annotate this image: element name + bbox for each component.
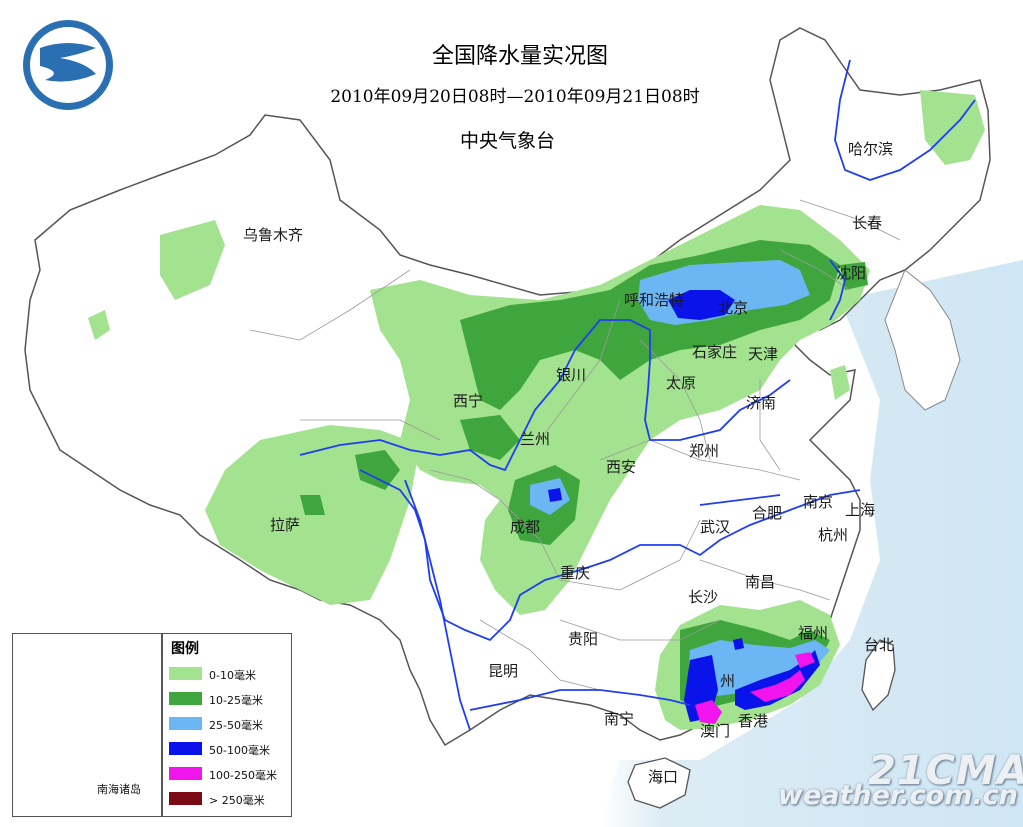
city-label: 乌鲁木齐 xyxy=(243,226,304,244)
legend-title: 图例 xyxy=(171,641,199,657)
map-title: 全国降水量实况图 xyxy=(431,44,608,69)
legend: 图例 0-10毫米 10-25毫米 25-50毫米 50-100毫米 100-2… xyxy=(162,633,292,817)
legend-item: 0-10毫米 xyxy=(169,666,287,682)
city-label: 石家庄 xyxy=(692,343,738,361)
songhua-river xyxy=(834,59,976,181)
legend-item: 25-50毫米 xyxy=(169,716,287,732)
city-label: 重庆 xyxy=(560,564,591,582)
liao-river xyxy=(829,259,846,321)
inset-label: 南海诸岛 xyxy=(97,783,141,796)
map-issuer: 中央气象台 xyxy=(459,130,555,152)
cma-logo-icon xyxy=(23,20,113,110)
city-label: 银川 xyxy=(556,366,587,384)
taiwan-island xyxy=(861,639,896,712)
legend-swatch xyxy=(169,667,202,680)
legend-swatch xyxy=(169,717,202,730)
city-label: 台北 xyxy=(864,636,895,654)
watermark-21cma: 21CMA xyxy=(868,748,1023,794)
city-label: 南京 xyxy=(803,493,834,511)
city-label: 贵阳 xyxy=(568,630,599,648)
south-sea-inset: 南海诸岛 xyxy=(12,633,162,817)
city-label: 拉萨 xyxy=(270,516,301,534)
legend-item: 50-100毫米 xyxy=(169,741,287,757)
city-label: 哈尔滨 xyxy=(848,140,894,158)
legend-label: > 250毫米 xyxy=(209,794,265,807)
legend-label: 100-250毫米 xyxy=(209,769,277,782)
city-label: 南宁 xyxy=(604,710,635,728)
city-label: 西宁 xyxy=(453,392,484,410)
huai-river xyxy=(699,494,781,506)
city-label: 天津 xyxy=(748,345,779,363)
city-label: 南昌 xyxy=(745,573,776,591)
legend-swatch xyxy=(169,767,202,780)
legend-swatch xyxy=(169,692,202,705)
city-label: 杭州 xyxy=(818,526,849,544)
city-label: 济南 xyxy=(746,394,777,412)
legend-swatch xyxy=(169,792,202,805)
rain-100-250 xyxy=(695,652,815,724)
city-label: 成都 xyxy=(510,518,541,536)
city-label: 昆明 xyxy=(488,662,519,680)
city-label: 西安 xyxy=(606,458,637,476)
city-label: 兰州 xyxy=(520,430,551,448)
korea-peninsula xyxy=(884,269,961,411)
city-label: 长春 xyxy=(852,214,883,232)
city-label: 州 xyxy=(720,672,736,690)
map-period: 2010年09月20日08时—2010年09月21日08时 xyxy=(330,87,700,107)
legend-swatch xyxy=(169,742,202,755)
city-label: 上海 xyxy=(845,501,876,519)
yangtze-river xyxy=(359,469,861,642)
city-label: 呼和浩特 xyxy=(624,291,685,309)
city-label: 太原 xyxy=(666,374,697,392)
city-label: 海口 xyxy=(648,768,679,786)
legend-label: 10-25毫米 xyxy=(209,694,263,707)
legend-label: 0-10毫米 xyxy=(209,669,256,682)
hainan-island xyxy=(627,757,691,809)
legend-label: 50-100毫米 xyxy=(209,744,270,757)
city-label: 北京 xyxy=(718,299,749,317)
legend-label: 25-50毫米 xyxy=(209,719,263,732)
city-label: 武汉 xyxy=(700,518,731,536)
city-label: 香港 xyxy=(738,712,769,730)
yellow-river xyxy=(299,319,791,472)
rivers xyxy=(299,59,976,731)
pearl-river xyxy=(469,689,691,711)
city-label: 福州 xyxy=(798,624,829,642)
legend-item: > 250毫米 xyxy=(169,791,287,807)
legend-item: 10-25毫米 xyxy=(169,691,287,707)
watermark-weather: weather.com.cn xyxy=(778,780,1018,811)
city-label: 澳门 xyxy=(700,722,731,740)
legend-item: 100-250毫米 xyxy=(169,766,287,782)
city-label: 合肥 xyxy=(752,504,783,522)
city-label: 郑州 xyxy=(689,442,720,460)
city-label: 长沙 xyxy=(688,588,719,606)
lancang-river xyxy=(404,479,471,731)
city-label: 沈阳 xyxy=(836,264,867,282)
province-borders xyxy=(249,199,901,691)
